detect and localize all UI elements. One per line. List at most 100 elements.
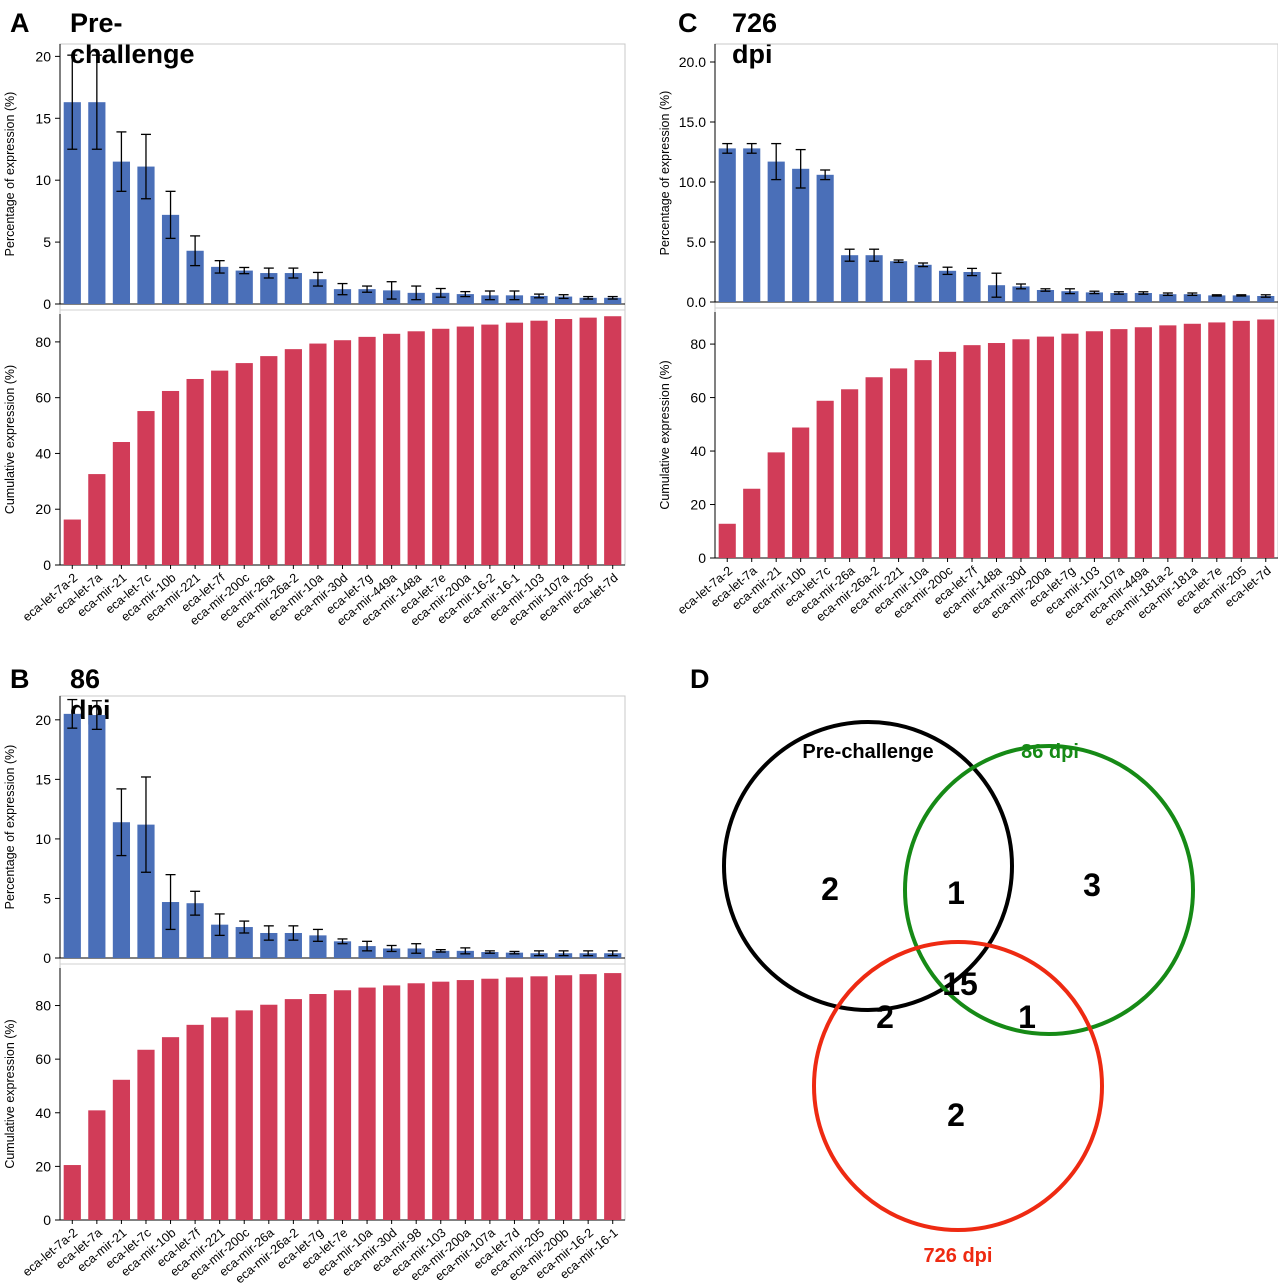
bar	[211, 1017, 229, 1220]
venn-circle-726-dpi	[812, 940, 1104, 1232]
panel-letter-a: A	[10, 8, 30, 38]
venn-count-pre-86: 1	[947, 875, 965, 911]
bar	[1036, 290, 1055, 302]
bar	[137, 411, 155, 565]
bar	[841, 255, 859, 302]
bar	[1110, 293, 1128, 302]
bar	[481, 978, 499, 1220]
bar	[358, 946, 376, 958]
bar	[88, 715, 106, 958]
bar	[505, 977, 524, 1220]
bar	[1085, 292, 1103, 302]
bar	[1232, 295, 1250, 302]
y-tick-label: 0	[43, 1212, 51, 1228]
bar	[186, 250, 204, 304]
y-tick-label: 40	[690, 443, 706, 459]
bar	[938, 351, 957, 558]
bar	[604, 297, 622, 304]
bar	[914, 360, 932, 558]
bar	[235, 927, 253, 958]
bar	[1061, 333, 1079, 558]
y-axis-label-cumulative: Cumulative expression (%)	[658, 360, 672, 509]
bar	[260, 1004, 278, 1220]
y-axis-label-cumulative: Cumulative expression (%)	[3, 365, 17, 514]
bar	[1257, 319, 1275, 558]
bar	[505, 322, 524, 565]
bar	[407, 983, 425, 1220]
venn-circle-86-dpi	[903, 744, 1195, 1036]
bar	[1134, 293, 1152, 302]
bar	[88, 102, 106, 304]
y-axis-label-percentage: Percentage of expression (%)	[3, 745, 17, 910]
bar	[284, 932, 302, 958]
y-tick-label: 80	[35, 334, 51, 350]
y-axis-label-percentage: Percentage of expression (%)	[3, 92, 17, 257]
bar	[890, 261, 908, 302]
bar	[161, 1037, 180, 1220]
bar	[505, 952, 524, 958]
y-tick-label: 15.0	[679, 114, 706, 130]
chart-panel-c: 0.0 5.0 10.0 15.0 20.0 Percentage of expressi…	[658, 43, 1278, 629]
y-tick-label: 40	[35, 1105, 51, 1121]
bar	[1257, 296, 1275, 302]
y-tick-label: 5	[43, 890, 51, 906]
bar	[63, 102, 81, 304]
bar	[333, 990, 352, 1220]
y-tick-label: 15	[35, 110, 51, 126]
bar	[63, 1165, 81, 1220]
venn-count-pre-only: 2	[821, 871, 839, 907]
bar	[358, 987, 376, 1220]
bar	[383, 985, 401, 1220]
bar	[530, 320, 548, 565]
y-tick-label: 0	[43, 950, 51, 966]
venn-label-86-dpi: 86 dpi	[1021, 741, 1079, 763]
y-axis-label-cumulative: Cumulative expression (%)	[3, 1019, 17, 1168]
bar	[743, 148, 761, 302]
panel-letter-d: D	[690, 664, 710, 694]
bar	[161, 390, 180, 565]
venn-diagram: Pre-challenge 86 dpi 726 dpi 2 1 3 15 2 …	[722, 720, 1195, 1267]
bar	[358, 336, 376, 565]
bar	[456, 326, 474, 565]
bar	[987, 343, 1006, 558]
bar	[1159, 294, 1177, 302]
bar	[235, 1010, 253, 1220]
venn-count-726-only: 2	[947, 1097, 965, 1133]
bar	[604, 316, 622, 565]
bar	[865, 255, 883, 302]
bar	[186, 903, 204, 958]
bar	[963, 272, 981, 302]
bar	[333, 340, 352, 565]
y-tick-label: 20	[35, 501, 51, 517]
bar	[432, 328, 450, 565]
bar	[1036, 336, 1055, 558]
bar	[530, 976, 548, 1220]
venn-count-pre-726: 2	[876, 999, 894, 1035]
bar	[137, 166, 155, 304]
y-tick-label: 10	[35, 831, 51, 847]
y-tick-label: 20	[35, 48, 51, 64]
bar	[554, 296, 573, 304]
venn-label-726-dpi: 726 dpi	[924, 1245, 993, 1267]
bar	[481, 324, 499, 565]
bar	[383, 333, 401, 565]
bar	[284, 349, 302, 565]
bar	[1134, 327, 1152, 558]
bar	[1183, 323, 1201, 558]
y-tick-label: 10	[35, 172, 51, 188]
bar	[792, 168, 810, 302]
bar	[1208, 295, 1226, 302]
bar	[383, 948, 401, 958]
bar	[718, 523, 736, 558]
y-tick-label: 60	[690, 390, 706, 406]
bar	[137, 824, 155, 958]
bar	[554, 975, 573, 1220]
bar	[841, 389, 859, 558]
bar	[235, 363, 253, 565]
bar	[767, 161, 785, 302]
venn-circle-pre-challenge	[722, 720, 1014, 1012]
bar	[963, 345, 981, 558]
bar	[890, 368, 908, 558]
chart-panel-a: 0 5 10 15 20 Percentage of expression (%) 0 20 4…	[3, 43, 626, 631]
bar	[432, 292, 450, 304]
